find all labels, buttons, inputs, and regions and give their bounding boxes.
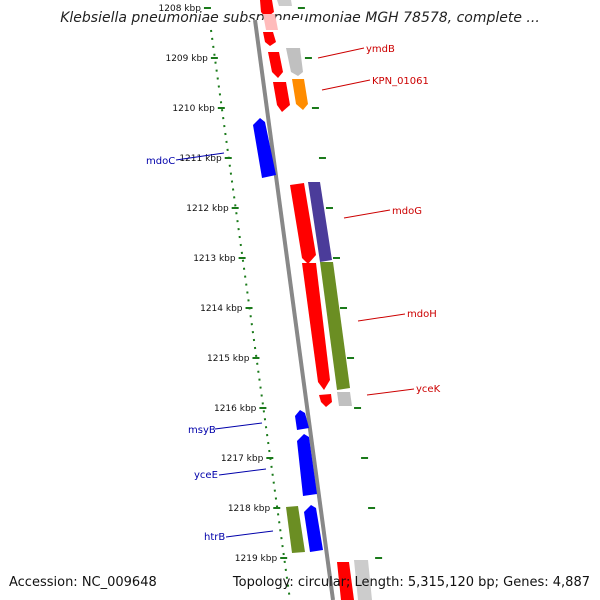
gene-arrow-yceE[interactable]: [297, 434, 317, 496]
backbone-line: [253, 19, 335, 600]
gene-arrow-red-1[interactable]: [263, 32, 276, 46]
tick-label: 1210 kbp: [172, 104, 215, 114]
gene-arrow-msyB[interactable]: [295, 410, 309, 430]
gene-arrow-red-3[interactable]: [273, 82, 290, 112]
tick-label: 1214 kbp: [200, 304, 243, 314]
gene-label-yceK[interactable]: yceK: [416, 384, 441, 395]
map-title: Klebsiella pneumoniae subsp. pneumoniae …: [60, 10, 540, 26]
gene-label-kpn[interactable]: KPN_01061: [372, 76, 429, 87]
gene-label-mdoH[interactable]: mdoH: [407, 309, 437, 320]
leader-yceK: [366, 388, 415, 396]
gene-arrow-htrB[interactable]: [286, 506, 305, 553]
leader-mdoG: [343, 209, 391, 219]
gene-arrow-bottom-gray[interactable]: [354, 560, 372, 600]
leader-ymdB: [317, 47, 365, 59]
tick-label: 1211 kbp: [179, 154, 222, 164]
gene-arrow-bottom-red[interactable]: [337, 562, 354, 600]
gene-label-mdoC[interactable]: mdoC: [146, 156, 175, 167]
gene-arrow-yceK[interactable]: [337, 392, 352, 406]
gene-arrow-mdoC[interactable]: [253, 118, 276, 178]
tick-label: 1217 kbp: [221, 454, 264, 464]
tick-label: 1216 kbp: [214, 404, 257, 414]
gene-arrow-red-2[interactable]: [268, 52, 283, 78]
tick-label: 1212 kbp: [186, 204, 229, 214]
gene-arrow-orange-kpn[interactable]: [292, 79, 308, 110]
gene-label-msyB[interactable]: msyB: [188, 425, 216, 436]
gene-arrow-blue-htrB-pair[interactable]: [304, 505, 323, 552]
gene-label-ymdB[interactable]: ymdB: [366, 44, 395, 55]
gene-label-htrB[interactable]: htrB: [204, 532, 225, 543]
leader-htrB: [225, 530, 274, 538]
gene-label-yceE[interactable]: yceE: [194, 470, 218, 481]
tick-label: 1213 kbp: [193, 254, 236, 264]
gene-label-mdoG[interactable]: mdoG: [392, 206, 422, 217]
gene-arrow-mdoH[interactable]: [320, 262, 350, 390]
gene-arrow-mdoG[interactable]: [308, 182, 332, 262]
leader-yceE: [218, 468, 267, 476]
tick-label: 1208 kbp: [159, 4, 202, 14]
gene-arrow-top-red[interactable]: [260, 0, 274, 18]
tick-label: 1218 kbp: [228, 504, 271, 514]
leader-mdoH: [357, 313, 406, 322]
leader-kpn: [321, 79, 371, 91]
leader-msyB: [214, 422, 263, 430]
gene-arrow-red-mdoG[interactable]: [290, 183, 316, 264]
genome-stats-text: Topology: circular; Length: 5,315,120 bp…: [232, 575, 590, 590]
gene-arrow-top-gray[interactable]: [277, 0, 292, 6]
gene-arrow-top-pink[interactable]: [263, 14, 278, 30]
gene-arrow-gray-ymdB[interactable]: [286, 48, 303, 76]
tick-label: 1219 kbp: [235, 554, 278, 564]
leader-mdoC: [175, 152, 225, 161]
accession-text: Accession: NC_009648: [9, 575, 157, 590]
gene-arrow-red-mdoH[interactable]: [302, 263, 330, 390]
tick-label: 1215 kbp: [207, 354, 250, 364]
gene-arrow-red-yceK[interactable]: [319, 394, 332, 407]
tick-label: 1209 kbp: [165, 54, 208, 64]
